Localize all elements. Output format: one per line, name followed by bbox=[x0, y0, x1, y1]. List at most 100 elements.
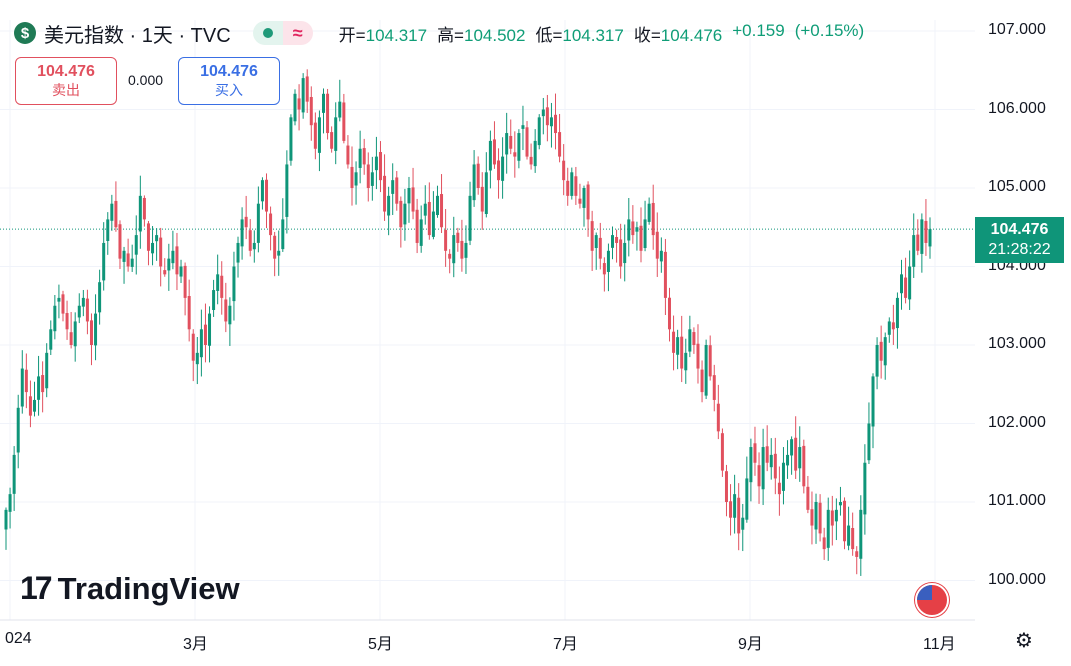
candle-up bbox=[635, 227, 639, 232]
buy-label: 买入 bbox=[215, 82, 243, 98]
candle-up bbox=[256, 203, 260, 243]
candle-down bbox=[248, 230, 252, 251]
candle-up bbox=[484, 172, 488, 215]
candle-up bbox=[407, 188, 411, 204]
open-label: 开= bbox=[338, 25, 366, 45]
y-tick-label: 103.000 bbox=[988, 335, 1046, 352]
high-value: 104.502 bbox=[464, 25, 526, 45]
candle-down bbox=[444, 229, 448, 251]
candle-up bbox=[488, 140, 492, 171]
candle-up bbox=[171, 250, 175, 264]
candle-down bbox=[28, 396, 32, 416]
candle-down bbox=[203, 324, 207, 345]
dollar-icon: $ bbox=[14, 22, 36, 44]
candle-up bbox=[216, 274, 220, 291]
candle-down bbox=[578, 198, 582, 204]
candle-up bbox=[431, 211, 435, 237]
candle-down bbox=[448, 253, 452, 259]
sell-button[interactable]: 104.476 卖出 bbox=[15, 57, 117, 105]
countdown-time: 21:28:22 bbox=[988, 241, 1051, 258]
candle-up bbox=[12, 454, 16, 494]
x-tick-label: 7月 bbox=[553, 636, 578, 653]
candle-down bbox=[655, 231, 659, 259]
candle-up bbox=[611, 235, 615, 248]
candle-up bbox=[179, 266, 183, 277]
symbol-title[interactable]: 美元指数 · 1天 · TVC bbox=[44, 24, 231, 47]
candle-up bbox=[570, 172, 574, 196]
candle-down bbox=[509, 135, 513, 149]
candle-up bbox=[887, 321, 891, 335]
candle-up bbox=[928, 229, 932, 247]
candle-up bbox=[122, 250, 126, 262]
candle-up bbox=[354, 172, 358, 186]
candle-up bbox=[94, 313, 98, 346]
candle-down bbox=[159, 237, 163, 267]
candle-down bbox=[362, 148, 366, 165]
high-label: 高= bbox=[437, 25, 464, 45]
candle-down bbox=[183, 265, 187, 298]
candle-up bbox=[521, 125, 525, 129]
candle-up bbox=[151, 242, 155, 254]
chart-header: $ 美元指数 · 1天 · TVC ≈ 开=104.317 高=104.502 … bbox=[14, 19, 864, 47]
candle-down bbox=[729, 501, 733, 518]
close-value: 104.476 bbox=[660, 25, 723, 45]
candle-up bbox=[252, 242, 256, 250]
candle-down bbox=[330, 132, 334, 149]
candle-down bbox=[342, 102, 346, 141]
candle-down bbox=[297, 98, 301, 110]
candle-up bbox=[130, 258, 134, 267]
buy-button[interactable]: 104.476 买入 bbox=[178, 57, 280, 105]
candle-down bbox=[598, 237, 602, 259]
candle-down bbox=[187, 296, 191, 330]
candle-up bbox=[338, 101, 342, 118]
candle-up bbox=[883, 337, 887, 366]
candle-down bbox=[651, 202, 655, 236]
candle-up bbox=[867, 423, 871, 461]
candle-down bbox=[700, 369, 704, 393]
candle-up bbox=[77, 305, 81, 318]
x-tick-label: 11月 bbox=[923, 636, 956, 653]
candle-up bbox=[920, 219, 924, 254]
candle-up bbox=[167, 258, 171, 271]
candle-up bbox=[212, 290, 216, 310]
candle-up bbox=[16, 407, 20, 453]
candle-up bbox=[464, 242, 468, 258]
candle-down bbox=[794, 437, 798, 471]
candle-down bbox=[525, 127, 529, 157]
candle-down bbox=[663, 251, 667, 298]
candle-up bbox=[403, 203, 407, 225]
candle-up bbox=[875, 345, 879, 377]
candle-up bbox=[321, 93, 325, 113]
candle-down bbox=[69, 332, 73, 345]
candle-up bbox=[847, 525, 851, 546]
y-tick-label: 105.000 bbox=[988, 178, 1046, 195]
candle-up bbox=[419, 219, 423, 246]
candle-up bbox=[195, 352, 199, 365]
x-tick-label: 3月 bbox=[183, 636, 208, 653]
close-label: 收= bbox=[633, 25, 661, 45]
candle-up bbox=[37, 376, 41, 400]
candle-up bbox=[676, 337, 680, 355]
candle-down bbox=[440, 194, 444, 228]
candle-up bbox=[435, 195, 439, 216]
settings-gear-icon[interactable]: ⚙ bbox=[1015, 629, 1033, 652]
candle-up bbox=[659, 250, 663, 262]
candle-up bbox=[240, 219, 244, 247]
us-flag-icon[interactable] bbox=[915, 583, 949, 617]
candle-up bbox=[912, 235, 916, 267]
candle-down bbox=[802, 445, 806, 487]
candle-up bbox=[863, 462, 867, 515]
status-dot-icon bbox=[262, 28, 273, 38]
candle-down bbox=[590, 221, 594, 251]
status-pill[interactable]: ≈ bbox=[252, 21, 313, 45]
candle-down bbox=[163, 270, 167, 275]
candle-down bbox=[855, 551, 859, 557]
y-tick-label: 102.000 bbox=[988, 413, 1046, 431]
candle-down bbox=[142, 197, 146, 220]
candle-down bbox=[126, 253, 130, 267]
candle-up bbox=[537, 117, 541, 146]
y-tick-label: 107.000 bbox=[988, 21, 1046, 38]
candle-up bbox=[8, 494, 12, 512]
candle-down bbox=[456, 232, 460, 243]
